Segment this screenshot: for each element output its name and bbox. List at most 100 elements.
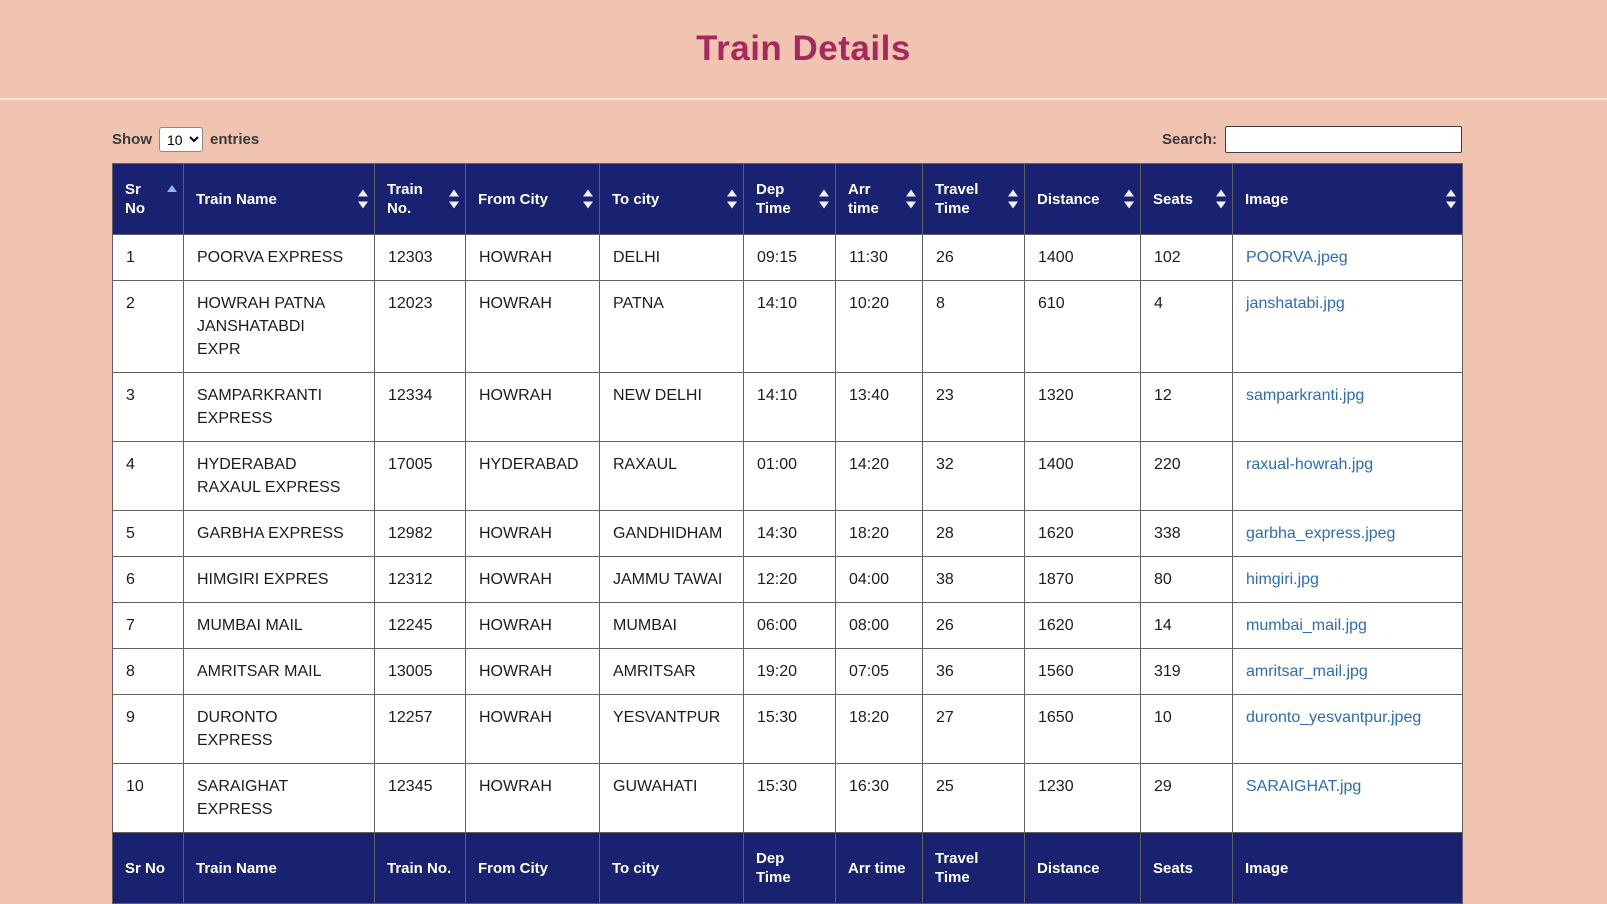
image-link[interactable]: POORVA.jpeg xyxy=(1246,249,1348,266)
footer-column-train-name: Train Name xyxy=(183,832,375,904)
to-city-cell: AMRITSAR xyxy=(599,648,744,695)
distance-cell: 1650 xyxy=(1024,694,1141,764)
image-cell: POORVA.jpeg xyxy=(1232,234,1463,281)
sr-no-cell: 7 xyxy=(112,602,184,649)
seats-cell: 4 xyxy=(1140,280,1233,373)
table-row: 5 GARBHA EXPRESS 12982 HOWRAH GANDHIDHAM 14:3… xyxy=(112,510,1463,557)
footer-column-distance: Distance xyxy=(1024,832,1141,904)
column-header-arr-time[interactable]: Arr time xyxy=(835,163,923,235)
column-header-image[interactable]: Image xyxy=(1232,163,1463,235)
entries-label: entries xyxy=(210,131,260,148)
image-cell: janshatabi.jpg xyxy=(1232,280,1463,373)
arr-time-cell: 10:20 xyxy=(835,280,923,373)
column-header-distance[interactable]: Distance xyxy=(1024,163,1141,235)
travel-time-cell: 38 xyxy=(922,556,1025,603)
to-city-cell: MUMBAI xyxy=(599,602,744,649)
train-no-cell: 12023 xyxy=(374,280,466,373)
travel-time-cell: 23 xyxy=(922,372,1025,442)
train-no-cell: 12303 xyxy=(374,234,466,281)
to-city-cell: YESVANTPUR xyxy=(599,694,744,764)
to-city-cell: RAXAUL xyxy=(599,441,744,511)
train-table-footer-row: Sr No Train Name Train No. From City To city… xyxy=(112,832,1463,904)
train-no-cell: 12334 xyxy=(374,372,466,442)
image-link[interactable]: samparkranti.jpg xyxy=(1246,387,1365,404)
dep-time-cell: 12:20 xyxy=(743,556,836,603)
distance-cell: 1560 xyxy=(1024,648,1141,695)
table-row: 6 HIMGIRI EXPRES 12312 HOWRAH JAMMU TAWAI 12:… xyxy=(112,556,1463,603)
image-cell: duronto_yesvantpur.jpeg xyxy=(1232,694,1463,764)
sort-icon xyxy=(1008,189,1018,209)
content: Show 10 entries Search: Sr No Train Name T… xyxy=(112,126,1463,904)
entries-control: Show 10 entries xyxy=(112,127,259,152)
column-header-train-no[interactable]: Train No. xyxy=(374,163,466,235)
search-control: Search: xyxy=(1162,126,1462,153)
sr-no-cell: 9 xyxy=(112,694,184,764)
image-link[interactable]: SARAIGHAT.jpg xyxy=(1246,778,1362,795)
image-link[interactable]: amritsar_mail.jpg xyxy=(1246,663,1368,680)
train-no-cell: 17005 xyxy=(374,441,466,511)
train-name-cell: HYDERABAD RAXAUL EXPRESS xyxy=(183,441,375,511)
footer-column-arr-time: Arr time xyxy=(835,832,923,904)
column-label: Image xyxy=(1245,190,1289,208)
search-input[interactable] xyxy=(1225,126,1462,153)
sr-no-cell: 3 xyxy=(112,372,184,442)
image-cell: garbha_express.jpeg xyxy=(1232,510,1463,557)
from-city-cell: HOWRAH xyxy=(465,763,600,833)
sort-icon xyxy=(727,189,737,209)
image-link[interactable]: janshatabi.jpg xyxy=(1246,295,1345,312)
sr-no-cell: 5 xyxy=(112,510,184,557)
image-cell: samparkranti.jpg xyxy=(1232,372,1463,442)
footer-column-image: Image xyxy=(1232,832,1463,904)
train-table-body: 1 POORVA EXPRESS 12303 HOWRAH DELHI 09:15 11:3… xyxy=(112,234,1463,833)
dep-time-cell: 09:15 xyxy=(743,234,836,281)
column-header-dep-time[interactable]: Dep Time xyxy=(743,163,836,235)
column-header-travel-time[interactable]: Travel Time xyxy=(922,163,1025,235)
image-link[interactable]: garbha_express.jpeg xyxy=(1246,525,1396,542)
seats-cell: 80 xyxy=(1140,556,1233,603)
image-cell: himgiri.jpg xyxy=(1232,556,1463,603)
distance-cell: 1320 xyxy=(1024,372,1141,442)
travel-time-cell: 26 xyxy=(922,602,1025,649)
arr-time-cell: 13:40 xyxy=(835,372,923,442)
column-label: To city xyxy=(612,190,660,208)
travel-time-cell: 26 xyxy=(922,234,1025,281)
from-city-cell: HOWRAH xyxy=(465,372,600,442)
travel-time-cell: 28 xyxy=(922,510,1025,557)
from-city-cell: HOWRAH xyxy=(465,602,600,649)
train-name-cell: HIMGIRI EXPRES xyxy=(183,556,375,603)
footer-column-from-city: From City xyxy=(465,832,600,904)
image-link[interactable]: himgiri.jpg xyxy=(1246,571,1319,588)
from-city-cell: HOWRAH xyxy=(465,648,600,695)
sort-icon xyxy=(1446,189,1456,209)
column-label: From City xyxy=(478,190,549,208)
to-city-cell: GANDHIDHAM xyxy=(599,510,744,557)
column-header-train-name[interactable]: Train Name xyxy=(183,163,375,235)
distance-cell: 1400 xyxy=(1024,441,1141,511)
sr-no-cell: 8 xyxy=(112,648,184,695)
entries-select[interactable]: 10 xyxy=(159,127,203,152)
dep-time-cell: 14:10 xyxy=(743,372,836,442)
sort-icon xyxy=(906,189,916,209)
image-link[interactable]: duronto_yesvantpur.jpeg xyxy=(1246,709,1422,726)
table-row: 9 DURONTO EXPRESS 12257 HOWRAH YESVANTPUR 15:… xyxy=(112,694,1463,764)
dep-time-cell: 15:30 xyxy=(743,694,836,764)
train-name-cell: POORVA EXPRESS xyxy=(183,234,375,281)
seats-cell: 12 xyxy=(1140,372,1233,442)
sort-icon xyxy=(583,189,593,209)
distance-cell: 1400 xyxy=(1024,234,1141,281)
column-header-seats[interactable]: Seats xyxy=(1140,163,1233,235)
travel-time-cell: 25 xyxy=(922,763,1025,833)
image-link[interactable]: mumbai_mail.jpg xyxy=(1246,617,1367,634)
image-link[interactable]: raxual-howrah.jpg xyxy=(1246,456,1374,473)
distance-cell: 610 xyxy=(1024,280,1141,373)
from-city-cell: HOWRAH xyxy=(465,234,600,281)
column-header-to-city[interactable]: To city xyxy=(599,163,744,235)
sort-icon xyxy=(358,189,368,209)
search-label: Search: xyxy=(1161,131,1217,148)
column-header-sr-no[interactable]: Sr No xyxy=(112,163,184,235)
train-no-cell: 12245 xyxy=(374,602,466,649)
train-table: Sr No Train Name Train No. From City To city… xyxy=(112,163,1463,904)
column-header-from-city[interactable]: From City xyxy=(465,163,600,235)
image-cell: SARAIGHAT.jpg xyxy=(1232,763,1463,833)
footer-column-sr-no: Sr No xyxy=(112,832,184,904)
